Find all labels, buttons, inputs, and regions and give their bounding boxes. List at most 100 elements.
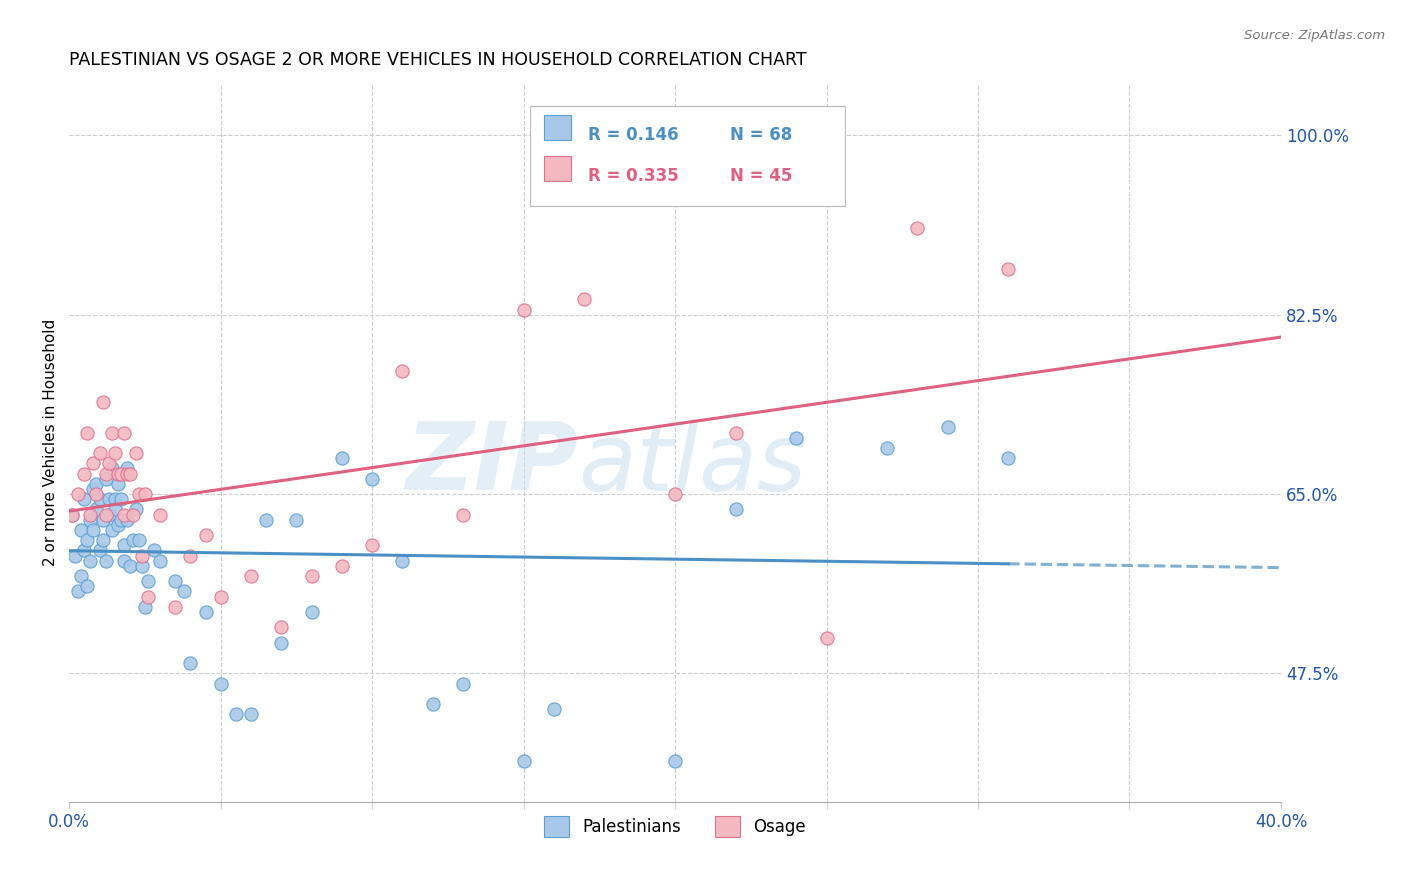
Point [664,487,686,501]
Point [107,476,129,491]
Point [112,538,135,552]
Point [270,636,292,650]
Point [110,467,132,481]
Point [73,467,96,481]
Point [136,590,159,604]
Point [330,451,353,466]
Point [107,517,129,532]
Point [225,707,247,722]
Point [131,549,153,563]
Point [876,441,898,455]
Point [391,554,413,568]
Point [165,599,187,614]
Point [107,467,129,481]
Point [97,508,120,522]
Point [134,599,156,614]
Point [79,513,101,527]
Point [94,508,117,522]
Point [149,508,172,522]
Point [361,538,384,552]
Point [115,513,138,527]
Point [86,476,108,491]
Point [125,446,148,460]
Text: N = 68: N = 68 [730,126,792,144]
Point [97,456,120,470]
Point [128,487,150,501]
Point [94,472,117,486]
Point [907,220,929,235]
Point [391,364,413,378]
Point [112,425,135,440]
Point [240,707,263,722]
Point [997,261,1019,276]
Text: Source: ZipAtlas.com: Source: ZipAtlas.com [1244,29,1385,42]
Point [361,472,384,486]
Point [118,558,141,573]
Y-axis label: 2 or more Vehicles in Household: 2 or more Vehicles in Household [44,319,58,566]
Point [254,513,277,527]
Point [165,574,187,589]
Point [136,574,159,589]
Point [70,569,93,583]
Point [104,492,127,507]
Point [76,579,98,593]
Point [100,461,122,475]
Point [79,508,101,522]
Point [451,676,474,690]
Text: ZIP: ZIP [405,418,578,510]
Point [194,605,217,619]
Point [82,482,104,496]
Point [91,513,114,527]
Point [104,502,127,516]
Point [118,467,141,481]
Point [60,508,83,522]
Point [301,605,323,619]
Point [724,425,747,440]
Point [179,549,201,563]
Text: R = 0.335: R = 0.335 [588,167,679,185]
Point [100,425,122,440]
Point [76,425,98,440]
Legend: Palestinians, Osage: Palestinians, Osage [537,810,813,844]
Point [67,487,90,501]
Point [301,569,323,583]
Point [94,554,117,568]
Point [128,533,150,548]
Point [121,508,143,522]
Point [815,631,838,645]
Point [89,492,111,507]
Point [100,523,122,537]
Point [330,558,353,573]
Point [209,676,232,690]
Point [131,558,153,573]
Point [543,702,565,716]
FancyBboxPatch shape [544,115,571,140]
Point [115,467,138,481]
Point [451,508,474,522]
Point [91,395,114,409]
Text: atlas: atlas [578,419,807,510]
Point [285,513,308,527]
Point [422,697,444,711]
Point [209,590,232,604]
Point [125,502,148,516]
Point [110,492,132,507]
Point [194,528,217,542]
Point [76,533,98,548]
Point [65,549,87,563]
Point [94,467,117,481]
Point [270,620,292,634]
Point [121,533,143,548]
Point [143,543,166,558]
Point [86,487,108,501]
Text: N = 45: N = 45 [730,167,792,185]
Point [134,487,156,501]
Point [89,543,111,558]
Point [936,420,959,434]
Point [110,513,132,527]
FancyBboxPatch shape [530,105,845,206]
Point [574,293,596,307]
Point [115,461,138,475]
Point [173,584,195,599]
Point [664,754,686,768]
